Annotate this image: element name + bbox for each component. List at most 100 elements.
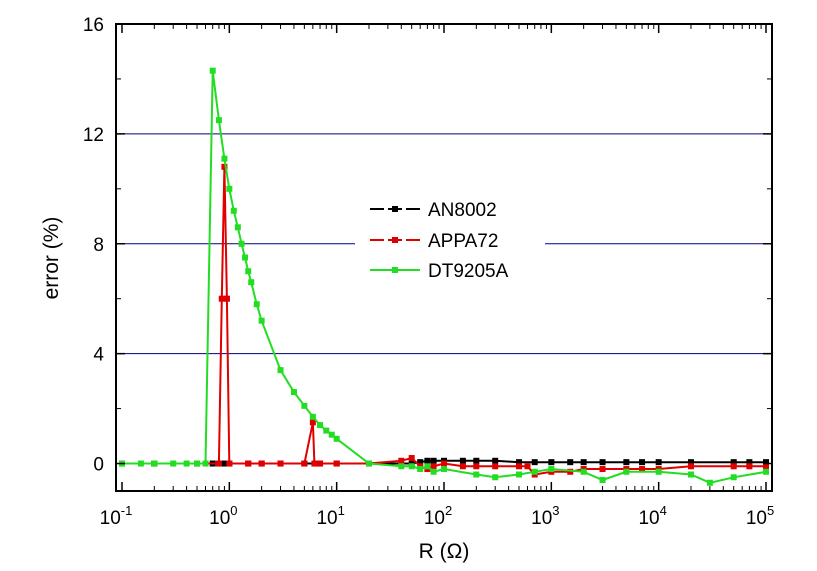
- x-tick-label: 10-1: [100, 503, 133, 529]
- y-tick-label: 16: [83, 15, 104, 36]
- data-point: [301, 460, 308, 467]
- data-point: [599, 459, 606, 466]
- data-point: [639, 466, 646, 473]
- data-point: [655, 459, 662, 466]
- legend-label: DT9205A: [428, 261, 509, 282]
- data-point: [290, 389, 297, 396]
- data-point: [531, 468, 538, 475]
- data-point: [548, 459, 555, 466]
- x-tick-labels: 10-1 100 101 102 103 104 105: [100, 503, 775, 529]
- legend-label: APPA72: [428, 231, 498, 252]
- y-tick-labels: 0 4 8 12 16: [83, 15, 105, 476]
- data-point: [623, 468, 630, 475]
- legend: AN8002 APPA72 DT9205A: [355, 190, 545, 284]
- legend-label: AN8002: [428, 200, 497, 221]
- x-tick-label: 100: [209, 503, 237, 529]
- data-point: [221, 155, 228, 162]
- data-point: [245, 268, 252, 275]
- data-point: [151, 460, 158, 467]
- data-point: [459, 457, 466, 464]
- data-point: [309, 413, 316, 420]
- data-point: [441, 460, 447, 467]
- series-layer: [119, 67, 769, 486]
- data-point: [328, 431, 335, 438]
- data-point: [170, 460, 177, 467]
- data-point: [215, 117, 222, 124]
- data-point: [223, 295, 230, 302]
- data-point: [253, 301, 260, 308]
- data-point: [234, 224, 241, 231]
- y-tick-label: 12: [83, 125, 104, 146]
- data-point: [242, 254, 249, 261]
- data-point: [473, 471, 480, 478]
- data-point: [137, 460, 144, 467]
- data-point: [365, 460, 372, 467]
- data-point: [516, 459, 523, 466]
- data-point: [492, 463, 499, 470]
- data-point: [639, 459, 646, 466]
- legend-background: [355, 190, 545, 284]
- data-point: [258, 460, 265, 467]
- data-point: [183, 460, 190, 467]
- data-point: [238, 240, 245, 247]
- data-point: [202, 460, 209, 467]
- data-point: [218, 295, 225, 302]
- data-point: [317, 460, 324, 467]
- data-point: [230, 207, 237, 214]
- data-point: [687, 463, 694, 470]
- data-point: [424, 463, 431, 470]
- data-point: [730, 463, 737, 470]
- data-point: [459, 463, 466, 470]
- data-point: [531, 459, 538, 466]
- data-point: [599, 466, 606, 473]
- data-point: [730, 474, 737, 481]
- data-point: [524, 463, 531, 470]
- data-point: [441, 466, 447, 473]
- tick-marks: [116, 23, 772, 491]
- data-point: [746, 463, 753, 470]
- data-point: [209, 67, 216, 74]
- data-point: [398, 457, 405, 464]
- x-tick-label: 101: [316, 503, 344, 529]
- data-point: [424, 457, 431, 464]
- data-point: [516, 471, 523, 478]
- data-point: [430, 468, 437, 475]
- data-point: [687, 459, 694, 466]
- data-point: [408, 463, 415, 470]
- data-point: [473, 463, 480, 470]
- data-point: [516, 463, 523, 470]
- data-point: [580, 459, 587, 466]
- legend-marker: [392, 267, 398, 273]
- data-point: [492, 474, 499, 481]
- data-point: [548, 466, 555, 473]
- data-point: [746, 459, 753, 466]
- data-point: [763, 468, 769, 475]
- data-point: [317, 422, 324, 429]
- data-point: [706, 479, 713, 486]
- x-axis-label: R (Ω): [419, 540, 470, 563]
- data-point: [430, 457, 437, 464]
- legend-marker: [392, 237, 398, 243]
- data-point: [258, 317, 265, 324]
- data-point: [215, 460, 222, 467]
- data-point: [599, 477, 606, 484]
- data-point: [417, 466, 424, 473]
- data-point: [492, 457, 499, 464]
- data-point: [655, 468, 662, 475]
- data-point: [221, 163, 228, 170]
- series-DT9205A: [119, 67, 769, 486]
- y-axis-label: error (%): [40, 217, 63, 300]
- data-point: [398, 463, 405, 470]
- data-point: [408, 455, 415, 462]
- data-point: [248, 279, 255, 286]
- legend-marker: [392, 206, 398, 212]
- x-tick-label: 102: [424, 503, 452, 529]
- data-point: [430, 463, 437, 470]
- y-tick-label: 0: [93, 455, 104, 476]
- y-tick-label: 4: [93, 345, 104, 366]
- data-point: [309, 419, 316, 426]
- data-point: [567, 459, 574, 466]
- data-point: [580, 468, 587, 475]
- data-point: [623, 459, 630, 466]
